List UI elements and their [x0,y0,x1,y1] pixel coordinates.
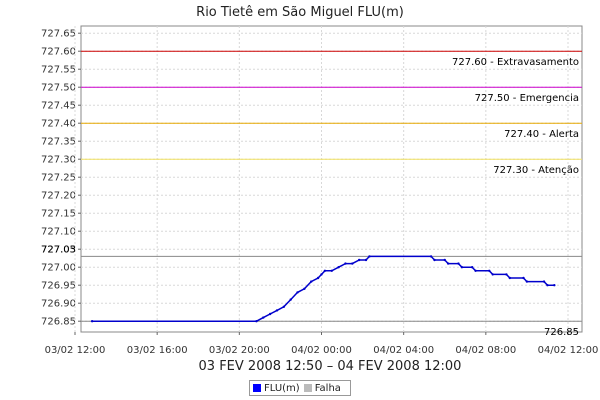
data-point [310,280,313,283]
y-tick-label: 727.05 [41,245,76,256]
data-point [351,262,354,265]
reference-label: 727.30 - Atenção [493,165,579,176]
y-tick-label: 727.35 [41,137,76,148]
x-tick-label: 03/02 20:00 [209,345,270,356]
data-point [316,276,320,280]
x-tick-label: 04/02 12:00 [538,345,599,356]
legend-swatch-falha [303,384,312,392]
x-tick-label: 03/02 16:00 [127,345,188,356]
x-tick-label: 04/02 08:00 [455,345,516,356]
data-point [446,262,450,265]
x-tick-label: 03/02 12:00 [45,345,106,356]
data-point [460,266,464,269]
data-point [289,298,292,301]
legend: FLU(m) Falha [249,380,351,396]
data-point [90,320,94,323]
data-point [344,262,347,265]
data-point [522,276,525,280]
legend-label-flu: FLU(m) [264,382,300,394]
data-point [262,316,265,319]
date-range-subtitle: 03 FEV 2008 12:50 – 04 FEV 2008 12:00 [199,359,462,374]
data-point [330,269,333,272]
y-tick-label: 727.20 [41,191,76,202]
reference-label: 727.40 - Alerta [504,129,579,140]
legend-item-flu: FLU(m) [253,383,300,394]
legend-item-falha: Falha [303,382,341,394]
y-tick-label: 727.65 [41,29,76,40]
data-point [433,258,436,262]
y-tick-label: 727.00 [41,263,76,274]
reference-label: 727.03 [41,244,76,255]
data-point [303,287,306,290]
reference-label: 727.50 - Emergencia [475,93,579,104]
legend-swatch-flu [253,384,261,392]
chart-title: Rio Tietê em São Miguel FLU(m) [196,5,404,20]
reference-label: 726.85 [544,327,579,338]
y-tick-label: 727.40 [41,119,76,130]
data-point [337,266,340,269]
data-point [488,269,491,272]
plot-frame [80,25,583,333]
data-point [457,262,460,265]
data-point [491,273,494,276]
data-point [542,280,546,283]
x-tick-label: 04/02 00:00 [291,345,352,356]
data-point [429,255,433,258]
data-point [364,258,368,262]
data-point [553,284,556,287]
legend-label-falha: Falha [314,382,341,394]
data-point [470,266,474,269]
plot-area: 726.85 726.90 726.95 727.00 727.05 727.10 727.… [41,25,599,356]
data-point [275,309,279,312]
y-tick-label: 727.45 [41,101,76,112]
y-tick-label: 727.15 [41,209,76,220]
data-point [282,305,286,308]
data-point [320,273,323,276]
y-tick-label: 726.90 [41,299,76,310]
data-point [368,255,371,258]
data-point [443,258,446,262]
y-tick-label: 727.25 [41,173,76,184]
data-point [546,284,549,287]
data-point [323,269,327,272]
y-tick-label: 726.95 [41,281,76,292]
data-point [255,320,258,323]
data-point [474,269,477,272]
y-tick-label: 727.10 [41,227,76,238]
data-point [508,276,511,280]
y-tick-label: 727.55 [41,65,76,76]
data-point [268,312,272,316]
y-tick-label: 727.50 [41,83,76,94]
data-point [296,291,299,294]
data-point [505,273,508,276]
y-tick-label: 727.30 [41,155,76,166]
data-point [525,280,529,283]
x-tick-label: 04/02 04:00 [373,345,434,356]
reference-label: 727.60 - Extravasamento [452,57,579,68]
y-tick-label: 726.85 [41,317,76,328]
data-point [357,258,361,262]
y-tick-label: 727.60 [41,47,76,58]
